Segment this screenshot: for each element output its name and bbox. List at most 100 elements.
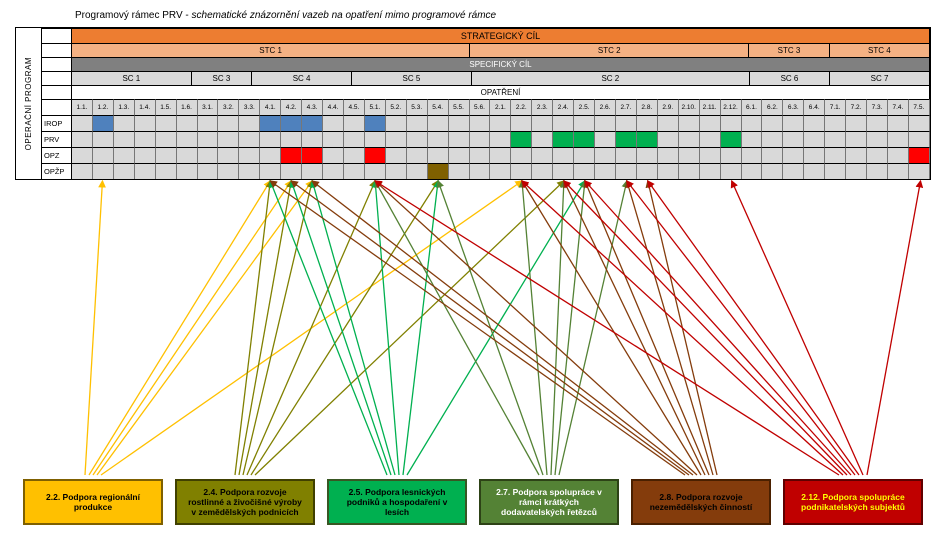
grid-cell bbox=[595, 147, 616, 163]
grid-cell bbox=[177, 163, 198, 179]
grid-cell bbox=[804, 147, 825, 163]
grid-cell bbox=[490, 147, 511, 163]
grid-cell bbox=[386, 147, 407, 163]
grid-cell bbox=[449, 147, 470, 163]
grid-cell bbox=[386, 163, 407, 179]
program-label: PRV bbox=[42, 131, 72, 147]
col-number: 2.8. bbox=[637, 99, 658, 115]
grid-cell bbox=[825, 163, 846, 179]
link-arrow bbox=[627, 181, 855, 475]
grid-cell bbox=[260, 115, 281, 131]
grid-cell bbox=[302, 131, 323, 147]
grid-cell bbox=[721, 115, 742, 131]
grid: STRATEGICKÝ CÍLSTC 1STC 2STC 3STC 4SPECI… bbox=[42, 28, 930, 179]
col-number: 2.10. bbox=[679, 99, 700, 115]
grid-cell bbox=[846, 115, 867, 131]
col-number: 2.5. bbox=[574, 99, 595, 115]
grid-cell bbox=[135, 163, 156, 179]
col-number: 7.1. bbox=[825, 99, 846, 115]
grid-cell bbox=[700, 147, 721, 163]
grid-cell bbox=[198, 163, 219, 179]
grid-cell bbox=[156, 131, 177, 147]
grid-cell bbox=[888, 147, 909, 163]
number-row-spacer bbox=[42, 99, 72, 115]
grid-cell bbox=[511, 115, 532, 131]
grid-cell bbox=[742, 147, 763, 163]
col-number: 5.1. bbox=[365, 99, 386, 115]
grid-cell bbox=[742, 131, 763, 147]
grid-cell bbox=[114, 115, 135, 131]
header-cell: SC 6 bbox=[750, 71, 830, 85]
grid-cell bbox=[825, 147, 846, 163]
grid-cell bbox=[721, 147, 742, 163]
measure-box: 2.2. Podpora regionální produkce bbox=[23, 479, 163, 525]
col-number: 7.3. bbox=[867, 99, 888, 115]
grid-cell bbox=[511, 131, 532, 147]
header-row: SC 1SC 3SC 4SC 5SC 2SC 6SC 7 bbox=[42, 71, 930, 85]
grid-cell bbox=[428, 147, 449, 163]
grid-cell bbox=[281, 163, 302, 179]
grid-cell bbox=[72, 163, 93, 179]
grid-cell bbox=[574, 131, 595, 147]
link-arrow bbox=[291, 181, 391, 475]
grid-cell bbox=[679, 131, 700, 147]
header-spacer bbox=[42, 85, 72, 99]
grid-cell bbox=[595, 115, 616, 131]
col-number: 2.6. bbox=[595, 99, 616, 115]
grid-cell bbox=[595, 163, 616, 179]
grid-cell bbox=[574, 147, 595, 163]
grid-cell bbox=[428, 163, 449, 179]
grid-cell bbox=[721, 131, 742, 147]
grid-cell bbox=[198, 115, 219, 131]
grid-cell bbox=[323, 163, 344, 179]
box-row: 2.2. Podpora regionální produkce2.4. Pod… bbox=[15, 479, 931, 525]
grid-cell bbox=[553, 131, 574, 147]
grid-cell bbox=[888, 163, 909, 179]
grid-cell bbox=[449, 115, 470, 131]
grid-cell bbox=[637, 131, 658, 147]
link-arrow bbox=[522, 181, 547, 475]
col-number: 7.2. bbox=[846, 99, 867, 115]
grid-cell bbox=[135, 131, 156, 147]
col-number: 2.12. bbox=[721, 99, 742, 115]
grid-cell bbox=[323, 131, 344, 147]
col-number: 4.1. bbox=[260, 99, 281, 115]
grid-cell bbox=[470, 163, 491, 179]
link-arrow bbox=[403, 181, 438, 475]
col-number: 4.3. bbox=[302, 99, 323, 115]
grid-cell bbox=[93, 115, 114, 131]
grid-cell bbox=[156, 163, 177, 179]
grid-cell bbox=[553, 147, 574, 163]
col-number: 1.4. bbox=[135, 99, 156, 115]
grid-cell bbox=[909, 131, 930, 147]
col-number: 5.3. bbox=[407, 99, 428, 115]
header-cell: STC 2 bbox=[470, 43, 749, 57]
program-row: OPZ bbox=[42, 147, 930, 163]
grid-cell bbox=[616, 115, 637, 131]
title-prefix: Programový rámec PRV - bbox=[75, 10, 192, 21]
grid-cell bbox=[302, 115, 323, 131]
grid-cell bbox=[532, 131, 553, 147]
grid-cell bbox=[783, 131, 804, 147]
program-row: IROP bbox=[42, 115, 930, 131]
grid-cell bbox=[135, 147, 156, 163]
grid-cell bbox=[909, 115, 930, 131]
grid-cell bbox=[407, 115, 428, 131]
link-arrow bbox=[867, 181, 921, 475]
grid-cell bbox=[449, 131, 470, 147]
measure-box: 2.12. Podpora spolupráce podnikatelských… bbox=[783, 479, 923, 525]
link-arrow bbox=[564, 181, 705, 475]
grid-cell bbox=[260, 131, 281, 147]
grid-cell bbox=[825, 131, 846, 147]
col-number: 1.5. bbox=[156, 99, 177, 115]
grid-cell bbox=[470, 115, 491, 131]
grid-cell bbox=[72, 115, 93, 131]
measure-box: 2.7. Podpora spolupráce v rámci krátkých… bbox=[479, 479, 619, 525]
grid-cell bbox=[156, 147, 177, 163]
measure-box: 2.5. Podpora lesnických podniků a hospod… bbox=[327, 479, 467, 525]
col-number: 2.3. bbox=[532, 99, 553, 115]
grid-cell bbox=[239, 115, 260, 131]
grid-cell bbox=[637, 163, 658, 179]
grid-cell bbox=[574, 163, 595, 179]
grid-cell bbox=[281, 115, 302, 131]
